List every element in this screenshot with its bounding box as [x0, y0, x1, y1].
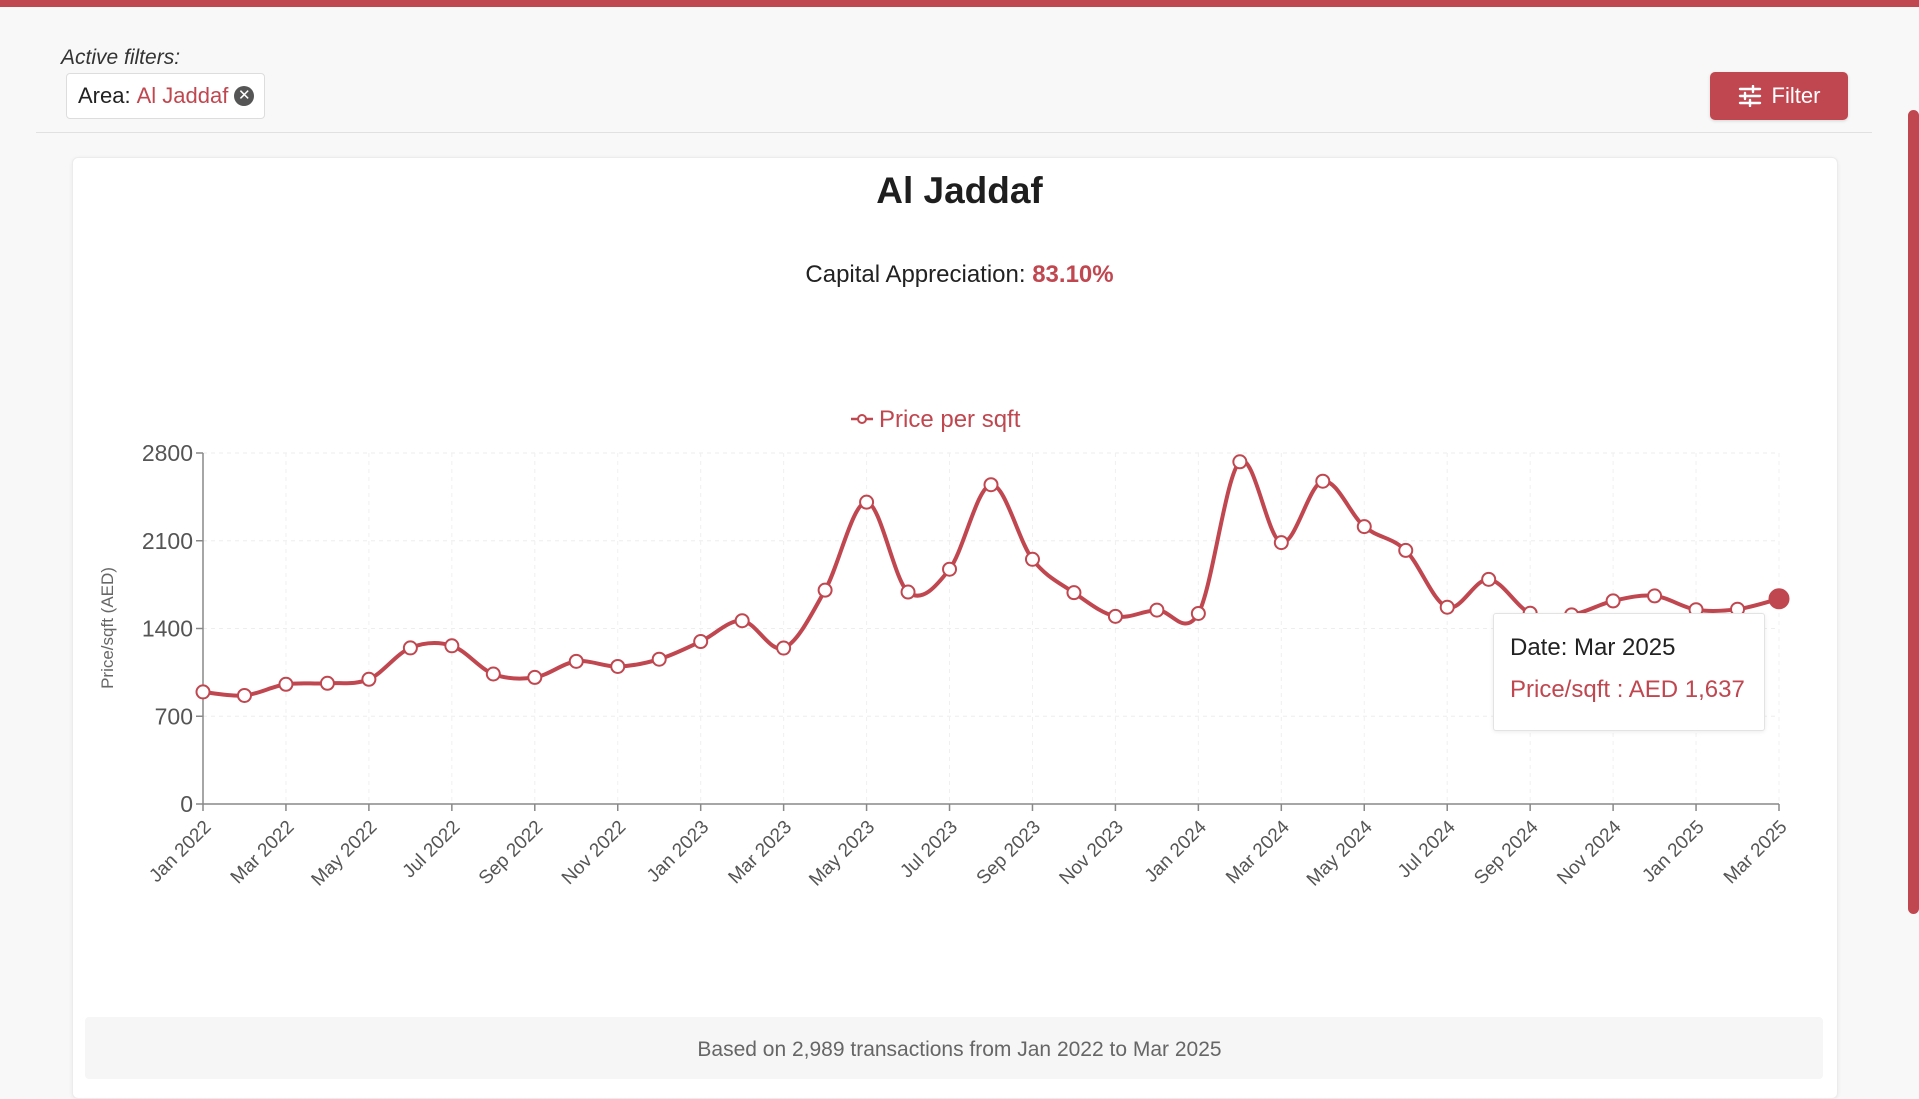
x-tick-label: Jan 2023 [643, 817, 713, 887]
sliders-icon [1738, 85, 1761, 107]
data-point [734, 613, 750, 629]
data-point [1190, 605, 1206, 621]
data-point [1605, 593, 1621, 609]
data-point [1273, 535, 1289, 551]
tooltip-date: Date: Mar 2025 [1510, 634, 1676, 661]
data-point [1356, 519, 1372, 535]
data-point [900, 584, 916, 600]
filter-button-label: Filter [1771, 83, 1821, 108]
x-tick-label: Mar 2022 [227, 817, 299, 889]
data-point [1647, 588, 1663, 604]
data-point [1315, 473, 1331, 489]
area-filter-chip: Area: Al Jaddaf ✕ [66, 73, 266, 119]
close-circle-icon[interactable]: ✕ [234, 86, 255, 106]
data-point [776, 640, 792, 656]
active-filters-label: Active filters: [61, 46, 181, 69]
appreciation-label: Capital Appreciation: [805, 261, 1026, 288]
data-point [319, 675, 335, 691]
data-point [610, 658, 626, 674]
x-tick-label: Sep 2023 [973, 817, 1045, 889]
data-point [568, 653, 584, 669]
x-tick-label: Jan 2024 [1141, 816, 1211, 886]
chip-value: Al Jaddaf [136, 83, 229, 108]
data-point [1107, 608, 1123, 624]
legend-label: Price per sqft [879, 406, 1021, 433]
data-point [651, 651, 667, 667]
x-tick-label: May 2023 [805, 817, 879, 891]
x-tick-label: May 2022 [308, 817, 382, 891]
x-tick-label: Jul 2022 [399, 817, 465, 883]
data-point-active [1768, 588, 1790, 610]
y-tick-label: 2800 [142, 440, 193, 466]
x-tick-label: Mar 2024 [1222, 816, 1294, 888]
y-tick-label: 700 [155, 703, 193, 729]
x-tick-label: Jul 2024 [1394, 816, 1460, 882]
data-point [278, 676, 294, 692]
data-point [1439, 599, 1455, 615]
data-point [402, 640, 418, 656]
tooltip-value: Price/sqft : AED 1,637 [1510, 676, 1745, 703]
x-tick-label: Mar 2023 [725, 817, 797, 889]
x-tick-label: May 2024 [1303, 816, 1377, 890]
data-point [1024, 551, 1040, 567]
data-point [1149, 602, 1165, 618]
x-tick-label: Mar 2025 [1720, 817, 1792, 889]
x-tick-label: Nov 2024 [1553, 816, 1626, 889]
page-title: Al Jaddaf [876, 170, 1043, 211]
y-tick-label: 0 [180, 791, 193, 817]
data-point [817, 582, 833, 598]
data-point [361, 671, 377, 687]
legend-marker [857, 414, 867, 424]
data-point [693, 634, 709, 650]
data-point [236, 687, 252, 703]
x-tick-label: Jul 2023 [896, 817, 962, 883]
data-point [983, 477, 999, 493]
filter-button[interactable]: Filter [1710, 72, 1848, 120]
scrollbar-thumb[interactable] [1908, 110, 1919, 914]
footer-bar [85, 1017, 1823, 1079]
x-tick-label: Nov 2022 [558, 817, 630, 889]
x-tick-label: Sep 2022 [475, 817, 547, 889]
data-point [485, 666, 501, 682]
data-point [1481, 571, 1497, 587]
x-tick-label: Jan 2025 [1638, 817, 1708, 887]
appreciation-value: 83.10% [1032, 261, 1114, 288]
data-point [1398, 542, 1414, 558]
data-point [527, 669, 543, 685]
data-point [444, 638, 460, 654]
chart-tooltip: Date: Mar 2025 Price/sqft : AED 1,637 [1493, 613, 1765, 731]
top-accent-bar [0, 0, 1919, 7]
data-point [1232, 454, 1248, 470]
x-tick-label: Nov 2023 [1056, 817, 1128, 889]
data-point [942, 561, 958, 577]
data-point [195, 684, 211, 700]
chip-key: Area: [78, 83, 131, 108]
y-tick-label: 1400 [142, 616, 193, 642]
footer-note: Based on 2,989 transactions from Jan 202… [697, 1038, 1222, 1061]
data-point [1066, 585, 1082, 601]
x-tick-label: Jan 2022 [145, 817, 215, 887]
header-divider [36, 132, 1872, 133]
data-point [859, 494, 875, 510]
x-tick-label: Sep 2024 [1470, 816, 1543, 889]
y-tick-label: 2100 [142, 528, 193, 554]
y-axis-title: Price/sqft (AED) [98, 567, 117, 689]
capital-appreciation: Capital Appreciation: 83.10% [0, 261, 1919, 289]
